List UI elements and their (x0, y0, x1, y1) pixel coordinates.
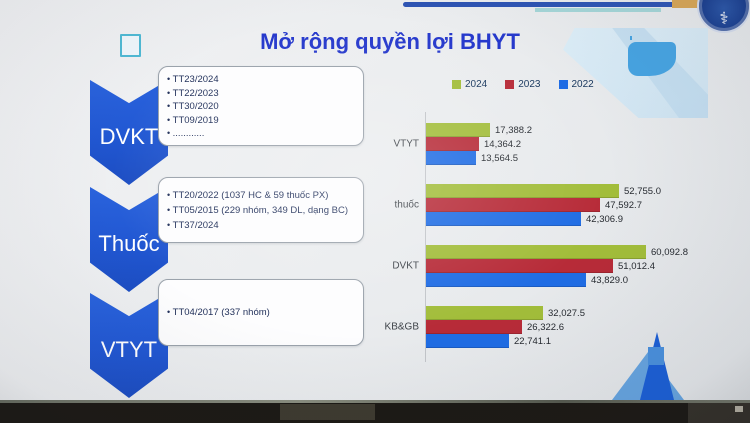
category-label: VTYT (393, 138, 419, 150)
chevron-label: VTYT (100, 336, 158, 362)
step-detail-box: TT04/2017 (337 nhóm) (158, 279, 364, 346)
bar-2023 (426, 259, 613, 273)
decor-triangle-dark (640, 332, 674, 400)
bar-row: 22,741.1 (426, 334, 585, 348)
legend-item-2022: 2022 (558, 79, 594, 90)
bar-row: 52,755.0 (426, 184, 661, 198)
bar-value-label: 14,364.2 (484, 138, 521, 150)
detail-list: TT23/2024TT22/2023TT30/2020TT09/2019....… (159, 67, 363, 147)
legend-swatch-icon (558, 80, 568, 89)
bar-2023 (426, 320, 522, 334)
bar-2024 (426, 123, 490, 137)
bar-value-label: 60,092.8 (651, 246, 688, 258)
bar-value-label: 13,564.5 (481, 152, 518, 164)
legend-item-2024: 2024 (452, 79, 487, 90)
step-detail-box: TT20/2022 (1037 HC & 59 thuốc PX)TT05/20… (158, 177, 364, 243)
detail-item: TT09/2019 (167, 114, 355, 128)
top-strip-blue (403, 2, 695, 7)
bezel-highlight (735, 406, 743, 412)
category-label: KB&GB (384, 321, 419, 333)
legend-swatch-icon (505, 80, 515, 89)
bar-value-label: 43,829.0 (591, 274, 628, 286)
detail-item: TT05/2015 (229 nhóm, 349 DL, dạng BC) (167, 203, 355, 218)
medical-staff-icon: ⚕ (719, 9, 729, 28)
chart-group-VTYT: VTYT 17,388.2 14,364.2 13,564.5 (393, 123, 532, 165)
chart-group-KBGB: KB&GB 32,027.5 26,322.6 22,741.1 (385, 306, 585, 348)
bar-value-label: 17,388.2 (495, 124, 532, 136)
detail-item: TT37/2024 (167, 218, 355, 233)
bar-row: 32,027.5 (426, 306, 585, 320)
detail-item: TT04/2017 (337 nhóm) (167, 306, 270, 320)
bar-2022 (426, 273, 586, 287)
bar-2023 (426, 198, 600, 212)
bezel-reflection (280, 404, 375, 420)
decor-blue-blob (628, 42, 676, 76)
bezel-reflection (688, 403, 750, 423)
bar-value-label: 22,741.1 (514, 335, 551, 347)
legend-swatch-icon (452, 80, 461, 89)
bar-row: 47,592.7 (426, 198, 661, 212)
legend-label: 2024 (465, 79, 488, 90)
category-label: DVKT (392, 260, 419, 272)
bezel-edge (0, 400, 750, 403)
top-strip-teal (535, 8, 661, 12)
bar-row: 14,364.2 (426, 137, 532, 151)
bar-row: 43,829.0 (426, 273, 688, 287)
chevron-down-shape: VTYT (90, 293, 168, 398)
bar-row: 42,306.9 (426, 212, 661, 226)
bar-row: 13,564.5 (426, 151, 532, 165)
chevron-label: DVKT (99, 123, 159, 149)
bar-2024 (426, 184, 619, 198)
bar-value-label: 42,306.9 (586, 213, 623, 225)
detail-item: TT20/2022 (1037 HC & 59 thuốc PX) (167, 188, 355, 203)
bar-2022 (426, 212, 581, 226)
bar-value-label: 26,322.6 (527, 321, 564, 333)
bar-2023 (426, 137, 479, 151)
detail-item: ............ (167, 127, 355, 141)
bar-2022 (426, 334, 509, 348)
chevron-down-shape: Thuốc (90, 187, 168, 292)
bar-row: 17,388.2 (426, 123, 532, 137)
detail-list: TT20/2022 (1037 HC & 59 thuốc PX)TT05/20… (159, 178, 363, 239)
chart-group-thuc: thuốc 52,755.0 47,592.7 42,306.9 (395, 184, 661, 226)
bar-row: 60,092.8 (426, 245, 688, 259)
bar-row: 51,012.4 (426, 259, 688, 273)
title-checkbox-icon (120, 34, 141, 57)
bar-value-label: 51,012.4 (618, 260, 655, 272)
detail-item: TT23/2024 (167, 73, 355, 87)
bar-2022 (426, 151, 476, 165)
legend-item-2023: 2023 (505, 79, 541, 90)
bar-value-label: 47,592.7 (605, 199, 642, 211)
decor-triangle-step (648, 347, 664, 365)
chart-plot: VTYT 17,388.2 14,364.2 13,564.5 thuốc 52,755.… (385, 112, 726, 362)
detail-list: TT04/2017 (337 nhóm) (159, 300, 278, 326)
bar-2024 (426, 245, 646, 259)
chevron-down-shape: DVKT (90, 80, 168, 185)
detail-item: TT22/2023 (167, 87, 355, 101)
bar-value-label: 52,755.0 (624, 185, 661, 197)
bar-2024 (426, 306, 543, 320)
legend-label: 2023 (518, 79, 541, 90)
legend-label: 2022 (571, 79, 594, 90)
step-detail-box: TT23/2024TT22/2023TT30/2020TT09/2019....… (158, 66, 364, 146)
monitor-bezel (0, 400, 750, 423)
decor-blob-dash (630, 36, 632, 40)
bar-row: 26,322.6 (426, 320, 585, 334)
bar-value-label: 32,027.5 (548, 307, 585, 319)
category-label: thuốc (394, 199, 419, 211)
slide-title: Mở rộng quyền lợi BHYT (260, 29, 520, 54)
chevron-label: Thuốc (98, 230, 160, 256)
chart-legend: 2024 2023 2022 (452, 79, 594, 90)
chart-group-DVKT: DVKT 60,092.8 51,012.4 43,829.0 (392, 245, 688, 287)
detail-item: TT30/2020 (167, 100, 355, 114)
